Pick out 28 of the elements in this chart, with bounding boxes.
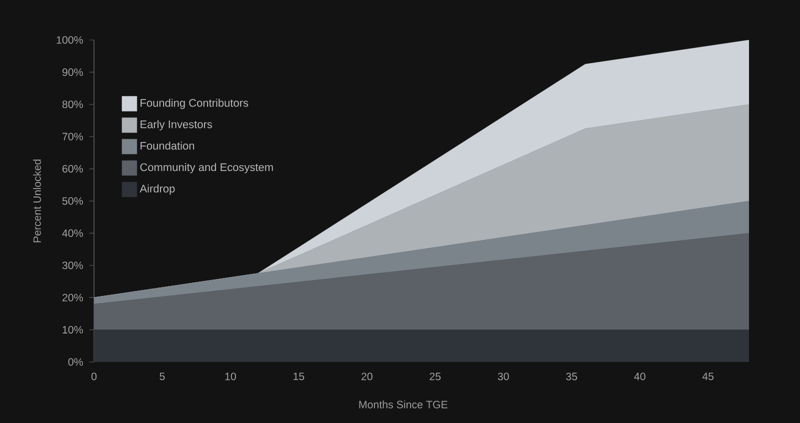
y-tick-label: 80% [62, 100, 83, 108]
y-tick-label: 90% [62, 68, 83, 76]
y-tick-label: 0% [68, 358, 83, 366]
x-tick-label: 20 [362, 372, 372, 380]
x-tick-label: 30 [498, 372, 509, 380]
legend-label: Foundation [140, 142, 194, 150]
y-axis-title: Percent Unlocked [33, 160, 41, 242]
x-axis-title: Months Since TGE [359, 400, 448, 408]
x-tick-label: 5 [160, 372, 165, 380]
y-tick-label: 70% [62, 132, 83, 140]
y-tick-label: 20% [62, 294, 83, 302]
y-tick-label: 50% [62, 197, 83, 205]
x-tick-label: 35 [566, 372, 578, 380]
y-tick-label: 10% [62, 326, 83, 334]
y-tick-label: 60% [62, 165, 83, 173]
x-tick-label: 0 [91, 372, 97, 380]
legend-label: Founding Contributors [140, 98, 248, 109]
y-tick-label: 30% [62, 262, 83, 270]
y-tick-label: 100% [56, 36, 83, 44]
legend-label: Early Investors [140, 120, 212, 130]
y-tick-label: 40% [62, 229, 83, 237]
legend-label: Community and Ecosystem [140, 163, 273, 174]
x-tick-label: 45 [702, 372, 714, 380]
legend-label: Airdrop [140, 184, 175, 195]
x-tick-label: 10 [225, 372, 236, 380]
x-tick-label: 25 [430, 372, 441, 380]
x-tick-label: 40 [634, 372, 646, 380]
x-tick-label: 15 [294, 372, 304, 380]
